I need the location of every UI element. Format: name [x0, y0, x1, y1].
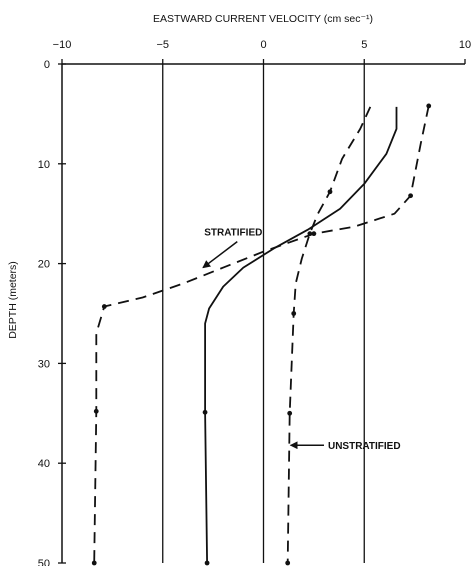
data-point — [327, 189, 333, 195]
y-tick-label: 10 — [38, 159, 50, 171]
data-point — [202, 409, 208, 415]
annotations: STRATIFIED UNSTRATIFIED — [202, 228, 401, 452]
data-point — [91, 560, 97, 566]
x-tick-label: −5 — [156, 39, 169, 51]
data-point — [307, 231, 313, 237]
y-tick-label: 30 — [38, 358, 50, 370]
data-point — [204, 560, 210, 566]
y-axis-title: DEPTH (meters) — [7, 261, 19, 339]
gridlines — [162, 64, 365, 563]
data-point — [287, 410, 293, 416]
y-tick-label: 20 — [38, 259, 50, 271]
series-line-1 — [93, 105, 430, 564]
x-tick-label: −10 — [53, 39, 72, 51]
data-point — [311, 231, 317, 237]
y-tick-label: 40 — [38, 458, 50, 470]
data-point — [291, 311, 297, 316]
x-tick-label: 10 — [459, 39, 471, 51]
annotation-label: UNSTRATIFIED — [328, 441, 401, 452]
y-tick-label: 50 — [38, 558, 50, 566]
data-point — [93, 408, 99, 414]
data-point — [408, 193, 413, 199]
series-line-3 — [286, 106, 372, 564]
y-tick-label: 0 — [44, 59, 50, 71]
data-point — [426, 103, 432, 109]
axes — [58, 59, 466, 564]
data-point — [285, 560, 291, 566]
x-tick-label: 5 — [361, 39, 367, 51]
data-point — [101, 304, 107, 309]
series-line-2 — [204, 106, 398, 564]
x-axis-title: EASTWARD CURRENT VELOCITY (cm sec⁻¹) — [153, 13, 373, 25]
annotation-arrow — [202, 241, 238, 269]
tick-labels: −10 −5 0 5 10 0 10 20 30 40 50 — [38, 39, 471, 566]
x-tick-label: 0 — [260, 39, 266, 51]
data-series — [91, 103, 432, 566]
annotation-label: STRATIFIED — [204, 228, 262, 239]
